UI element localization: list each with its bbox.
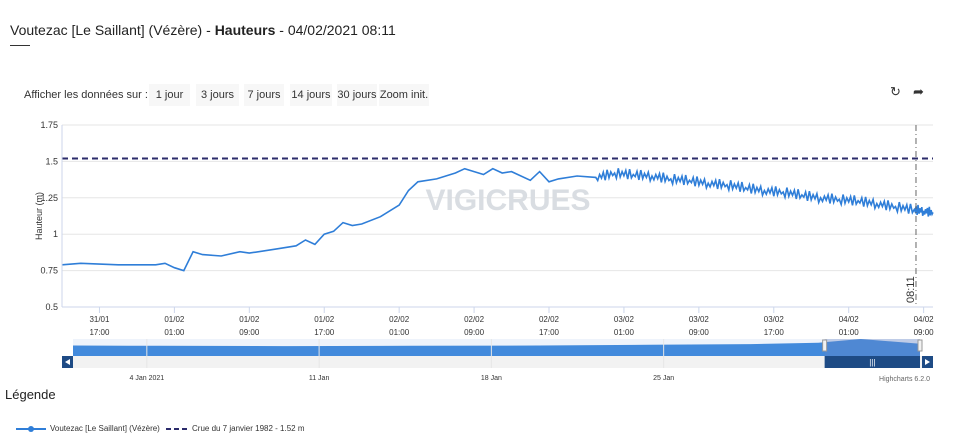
navigator-selected-range[interactable]	[824, 339, 920, 356]
scroll-left-arrow-icon	[65, 359, 70, 365]
x-tick-label: 09:00	[914, 328, 935, 337]
share-arrow-icon[interactable]: ➦	[913, 84, 924, 99]
x-tick-label: 31/01	[89, 315, 110, 324]
legend-label-threshold: Crue du 7 janvier 1982 - 1.52 m	[192, 424, 305, 433]
x-tick-label: 01/02	[314, 315, 335, 324]
x-tick-label: 17:00	[89, 328, 110, 337]
range-selector-label: Afficher les données sur :	[24, 89, 148, 101]
navigator-tick-label: 4 Jan 2021	[130, 375, 165, 382]
range-button-7-days[interactable]: 7 jours	[244, 84, 284, 106]
x-tick-label: 04/02	[914, 315, 935, 324]
navigator-tick-label: 18 Jan	[481, 375, 502, 382]
x-tick-label: 17:00	[764, 328, 785, 337]
page-title: Voutezac [Le Saillant] (Vézère) - Hauteu…	[10, 22, 396, 38]
scrollbar-track[interactable]	[62, 356, 933, 368]
legend-label-series: Voutezac [Le Saillant] (Vézère)	[50, 424, 160, 433]
x-tick-label: 04/02	[839, 315, 860, 324]
y-axis-title: Hauteur (m)	[34, 192, 44, 240]
credits-text[interactable]: Highcharts 6.2.0	[879, 376, 930, 383]
scroll-right-arrow-icon	[925, 359, 930, 365]
y-tick-label: 0.75	[40, 266, 58, 276]
x-tick-label: 01/02	[239, 315, 260, 324]
navigator-tick-label: 25 Jan	[653, 375, 674, 382]
navigator-left-handle[interactable]	[822, 339, 828, 352]
range-button-14-days[interactable]: 14 jours	[290, 84, 332, 106]
legend-dashed-line-icon	[166, 427, 188, 430]
legend-title: Légende	[5, 387, 56, 402]
y-tick-label: 1.75	[40, 120, 58, 130]
x-tick-label: 17:00	[314, 328, 335, 337]
watermark: VIGICRUES	[425, 184, 590, 217]
scrollbar-thumb[interactable]	[824, 356, 920, 368]
range-button-zoom-init[interactable]: Zoom init.	[379, 84, 429, 106]
x-tick-label: 02/02	[539, 315, 560, 324]
y-tick-label: 1	[53, 229, 58, 239]
x-tick-label: 17:00	[539, 328, 560, 337]
navigator-right-handle[interactable]	[917, 339, 923, 352]
x-tick-label: 03/02	[764, 315, 785, 324]
x-tick-label: 03/02	[689, 315, 710, 324]
x-tick-label: 01:00	[164, 328, 185, 337]
legend-line-marker-icon	[16, 425, 46, 432]
refresh-icon[interactable]: ↻	[890, 84, 901, 99]
x-tick-label: 01/02	[164, 315, 185, 324]
series-line-hauteur	[61, 167, 934, 272]
navigator[interactable]: ||| 4 Jan 2021 11 Jan 18 Jan 25 Jan	[62, 339, 933, 382]
x-tick-label: 09:00	[464, 328, 485, 337]
y-tick-label: 0.5	[45, 302, 58, 312]
x-tick-label: 01:00	[839, 328, 860, 337]
y-tick-label: 1.5	[45, 156, 58, 166]
axis-layer: 0.5 0.75 1 1.25 1.5 1.75 Hauteur (m) 31/01 17:00…	[34, 120, 934, 337]
navigator-area	[73, 339, 920, 356]
current-time-label: 08:11	[905, 276, 917, 303]
navigator-tick-label: 11 Jan	[309, 375, 330, 382]
x-tick-label: 01:00	[389, 328, 410, 337]
series-layer: 08:11	[61, 125, 934, 307]
range-button-30-days[interactable]: 30 jours	[337, 84, 377, 106]
range-button-3-days[interactable]: 3 jours	[196, 84, 239, 106]
page-title-measure: Hauteurs	[214, 22, 276, 38]
x-tick-label: 01:00	[614, 328, 635, 337]
scrollbar-grip-icon: |||	[869, 358, 875, 367]
x-tick-label: 03/02	[614, 315, 635, 324]
legend-item-threshold[interactable]: Crue du 7 janvier 1982 - 1.52 m	[166, 424, 305, 433]
x-tick-label: 02/02	[464, 315, 485, 324]
legend-item-series[interactable]: Voutezac [Le Saillant] (Vézère)	[16, 424, 160, 433]
range-button-1-day[interactable]: 1 jour	[149, 84, 190, 106]
x-tick-label: 02/02	[389, 315, 410, 324]
y-tick-label: 1.25	[40, 193, 58, 203]
x-tick-label: 09:00	[689, 328, 710, 337]
x-tick-label: 09:00	[239, 328, 260, 337]
title-underline	[10, 45, 30, 46]
